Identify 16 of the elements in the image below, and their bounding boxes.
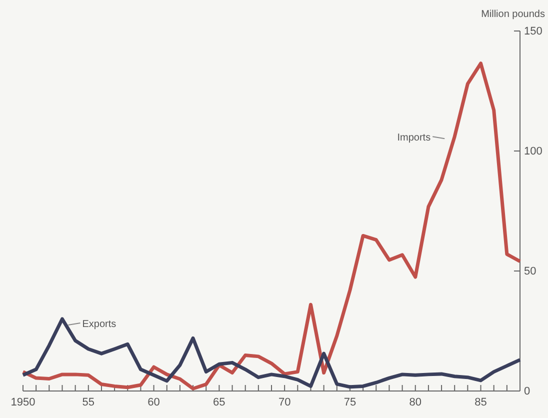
line-series — [21, 317, 522, 389]
series-label: Exports — [82, 319, 116, 330]
x-tick-label: 70 — [278, 396, 291, 408]
x-tick-label: 60 — [148, 396, 160, 408]
x-tick-label: 1950 — [10, 396, 36, 408]
text: Imports — [397, 132, 431, 144]
y-tick-label: 100 — [524, 146, 542, 158]
y-tick-label: 0 — [524, 386, 530, 398]
x-tick-label: 85 — [474, 396, 487, 408]
y-tick-label: 150 — [524, 26, 542, 38]
x-tick-label: 55 — [82, 396, 95, 408]
x-tick-label: 65 — [213, 396, 226, 408]
y-axis-title: Million pounds — [481, 9, 545, 20]
y-tick-label: 50 — [524, 266, 536, 278]
x-tick-label: 75 — [344, 396, 356, 408]
x-tick-label: 80 — [409, 396, 422, 408]
